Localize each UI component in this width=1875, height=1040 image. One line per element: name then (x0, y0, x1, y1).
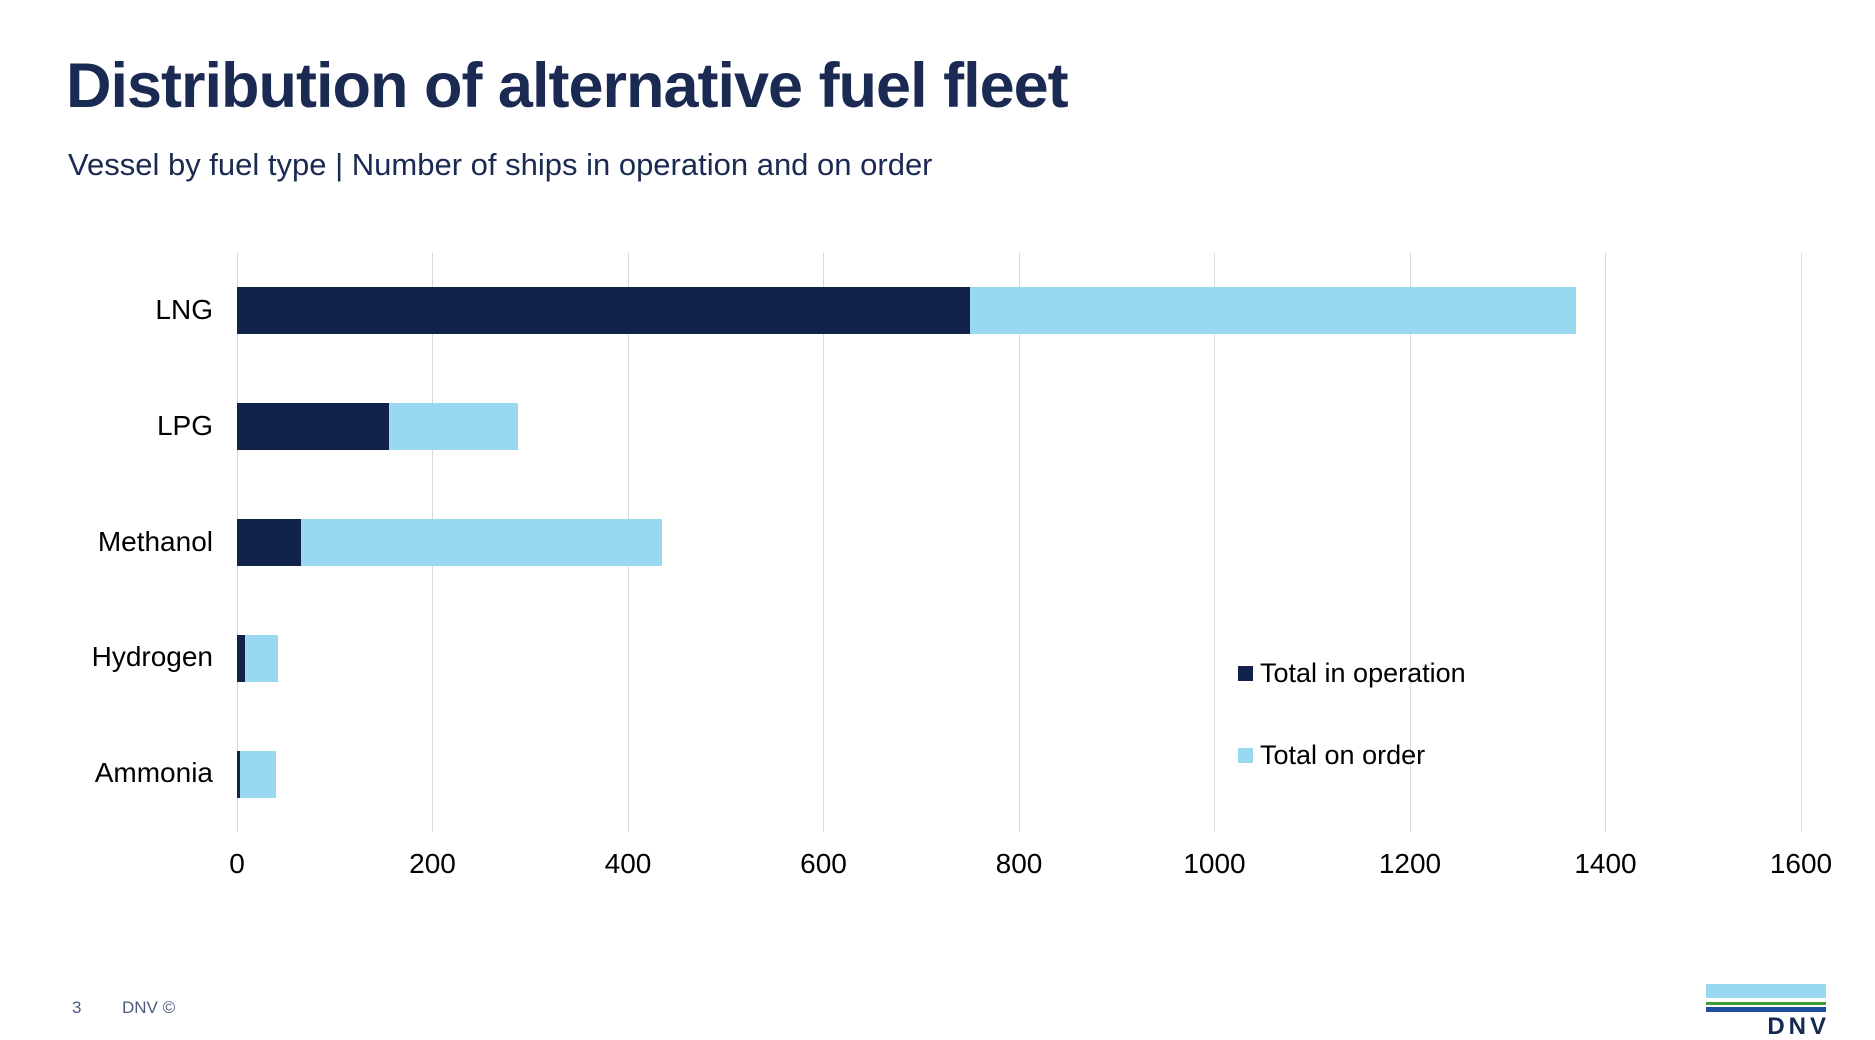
dnv-logo-sky-bar (1706, 984, 1826, 998)
bar-segment-lpg-total-on-order (388, 403, 518, 451)
category-label-ammonia: Ammonia (94, 757, 213, 789)
gridline-1200 (1409, 253, 1411, 832)
gridline-1600 (1800, 253, 1802, 832)
bar-segment-lng-total-on-order (970, 287, 1577, 335)
legend-swatch-total-on-order (1238, 747, 1253, 763)
legend-item-total-in-operation: Total in operation (1238, 656, 1466, 690)
chart-legend: Total in operation Total on order (1238, 656, 1466, 820)
legend-swatch-total-in-operation (1238, 665, 1253, 681)
bar-segment-ammonia-total-on-order (239, 750, 277, 798)
x-tick-label-1600: 1600 (1769, 848, 1833, 879)
bar-segment-methanol-total-in-operation (237, 519, 301, 566)
category-label-lpg: LPG (156, 409, 213, 441)
legend-label-total-on-order: Total on order (1260, 739, 1426, 770)
x-tick-label-1400: 1400 (1574, 848, 1637, 879)
x-tick-label-0: 0 (229, 848, 245, 879)
dnv-logo-green-bar (1706, 1002, 1826, 1005)
bar-segment-methanol-total-on-order (300, 519, 663, 566)
gridline-1400 (1605, 253, 1606, 832)
gridline-1000 (1214, 253, 1215, 832)
x-tick-label-1000: 1000 (1183, 848, 1246, 879)
category-label-methanol: Methanol (97, 525, 213, 557)
page-subtitle: Vessel by fuel type | Number of ships in… (68, 147, 933, 182)
x-tick-label-400: 400 (604, 848, 652, 879)
gridline-600 (823, 253, 824, 832)
x-tick-label-800: 800 (995, 848, 1043, 879)
x-tick-label-600: 600 (800, 848, 847, 879)
legend-item-total-on-order: Total on order (1238, 738, 1466, 772)
x-tick-label-200: 200 (409, 848, 456, 879)
category-label-hydrogen: Hydrogen (91, 641, 213, 673)
bar-chart: 0 200 400 600 800 1000 1200 1400 1600 LNG LPG Metha… (92, 253, 1832, 879)
gridline-800 (1018, 253, 1020, 832)
category-label-lng: LNG (155, 293, 213, 325)
bar-segment-hydrogen-total-on-order (244, 634, 279, 682)
page-number: 3 (72, 998, 82, 1017)
page-title: Distribution of alternative fuel fleet (66, 51, 1069, 121)
dnv-logo-text: DNV (1767, 1013, 1830, 1040)
copyright-label: DNV © (122, 998, 176, 1017)
dnv-logo: DNV (1706, 984, 1826, 1040)
x-tick-label-1200: 1200 (1378, 848, 1442, 879)
bar-segment-lng-total-in-operation (237, 287, 971, 335)
legend-label-total-in-operation: Total in operation (1260, 657, 1466, 688)
bar-segment-hydrogen-total-in-operation (237, 634, 245, 682)
dnv-logo-blue-bar (1706, 1007, 1826, 1012)
bar-segment-lpg-total-in-operation (237, 403, 389, 451)
bar-segment-ammonia-total-in-operation (237, 750, 240, 798)
